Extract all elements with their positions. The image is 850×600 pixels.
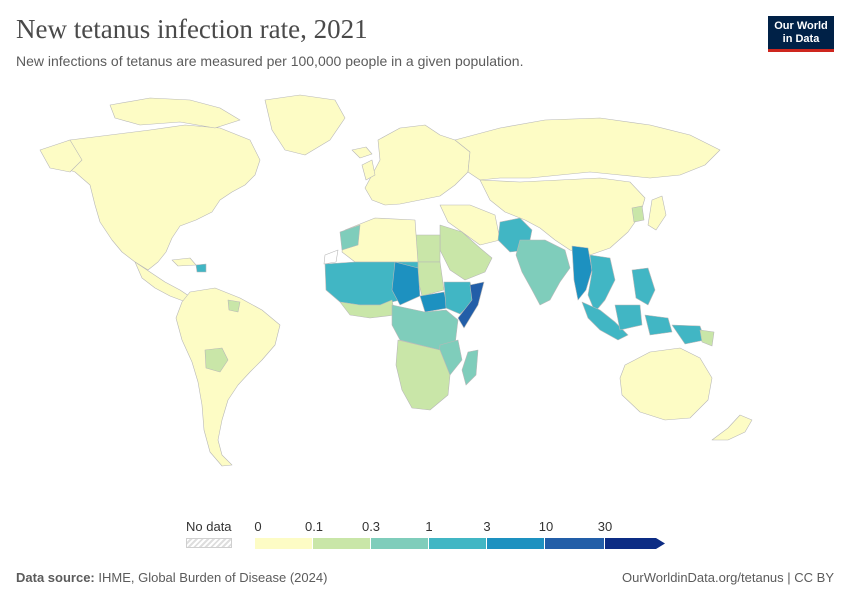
region-egypt[interactable]: [414, 234, 441, 263]
legend-bin-0[interactable]: [255, 538, 313, 549]
region-philippines[interactable]: [631, 267, 656, 306]
region-bolivia[interactable]: [204, 347, 229, 373]
region-east-asia[interactable]: [479, 177, 646, 256]
data-source-value: IHME, Global Burden of Disease (2024): [94, 570, 328, 585]
legend-bin-4[interactable]: [487, 538, 545, 549]
region-chad-nigeria[interactable]: [391, 261, 421, 306]
legend-bin-1[interactable]: [313, 538, 371, 549]
region-south-sudan[interactable]: [419, 291, 449, 313]
region-somalia[interactable]: [457, 281, 485, 329]
map-legend: No data 0 0.1 0.3 1 3 10 30: [180, 516, 680, 556]
region-southern-africa[interactable]: [395, 339, 451, 411]
legend-no-data-label: No data: [186, 519, 232, 534]
region-west-sahara[interactable]: [323, 249, 339, 265]
region-india[interactable]: [515, 239, 571, 306]
region-indonesia-west[interactable]: [581, 301, 629, 341]
region-borneo[interactable]: [614, 304, 643, 331]
page-title: New tetanus infection rate, 2021: [16, 14, 368, 44]
region-canada-north[interactable]: [109, 97, 241, 129]
region-greenland[interactable]: [264, 94, 346, 156]
region-uk[interactable]: [361, 159, 376, 181]
legend-tick-0.1: 0.1: [304, 519, 324, 534]
region-north-america[interactable]: [44, 124, 261, 271]
logo-line-1: Our World: [774, 20, 828, 32]
region-middle-east[interactable]: [439, 204, 501, 246]
region-indonesia-east[interactable]: [644, 314, 673, 336]
region-morocco[interactable]: [339, 224, 361, 251]
region-central-america[interactable]: [134, 261, 193, 303]
region-myanmar[interactable]: [571, 245, 593, 301]
legend-tick-30: 30: [597, 519, 613, 534]
legend-bin-2[interactable]: [371, 538, 429, 549]
region-russia[interactable]: [454, 117, 721, 181]
legend-tick-0: 0: [254, 519, 262, 534]
data-source-label: Data source:: [16, 570, 95, 585]
region-png[interactable]: [699, 329, 715, 347]
legend-no-data-swatch[interactable]: [186, 538, 232, 548]
region-guyana[interactable]: [227, 299, 241, 313]
region-japan[interactable]: [647, 195, 667, 231]
legend-tick-10: 10: [538, 519, 554, 534]
region-south-america[interactable]: [175, 287, 281, 467]
region-europe[interactable]: [364, 124, 471, 206]
logo-line-2: in Data: [782, 33, 820, 45]
region-alaska[interactable]: [39, 139, 83, 173]
region-new-guinea[interactable]: [671, 324, 706, 345]
legend-bin-6[interactable]: [605, 538, 657, 549]
legend-tick-0.3: 0.3: [361, 519, 381, 534]
legend-tick-1: 1: [425, 519, 433, 534]
region-caribbean[interactable]: [171, 257, 197, 267]
region-new-zealand[interactable]: [711, 414, 753, 441]
source-link[interactable]: OurWorldinData.org/tetanus | CC BY: [622, 570, 834, 585]
region-haiti[interactable]: [195, 263, 207, 273]
page-subtitle: New infections of tetanus are measured p…: [16, 53, 524, 69]
owid-logo[interactable]: Our World in Data: [768, 16, 834, 52]
region-arabia[interactable]: [439, 224, 493, 281]
region-madagascar[interactable]: [461, 349, 479, 386]
legend-bin-5[interactable]: [545, 538, 605, 549]
region-australia[interactable]: [619, 347, 713, 421]
legend-tick-3: 3: [483, 519, 491, 534]
region-sudan[interactable]: [417, 261, 445, 297]
world-map[interactable]: [0, 90, 850, 470]
region-korea[interactable]: [631, 205, 645, 223]
legend-arrow-icon: [656, 538, 665, 549]
region-iceland[interactable]: [351, 146, 373, 159]
data-source: Data source: IHME, Global Burden of Dise…: [16, 570, 327, 585]
region-indochina[interactable]: [587, 254, 616, 313]
legend-bin-3[interactable]: [429, 538, 487, 549]
